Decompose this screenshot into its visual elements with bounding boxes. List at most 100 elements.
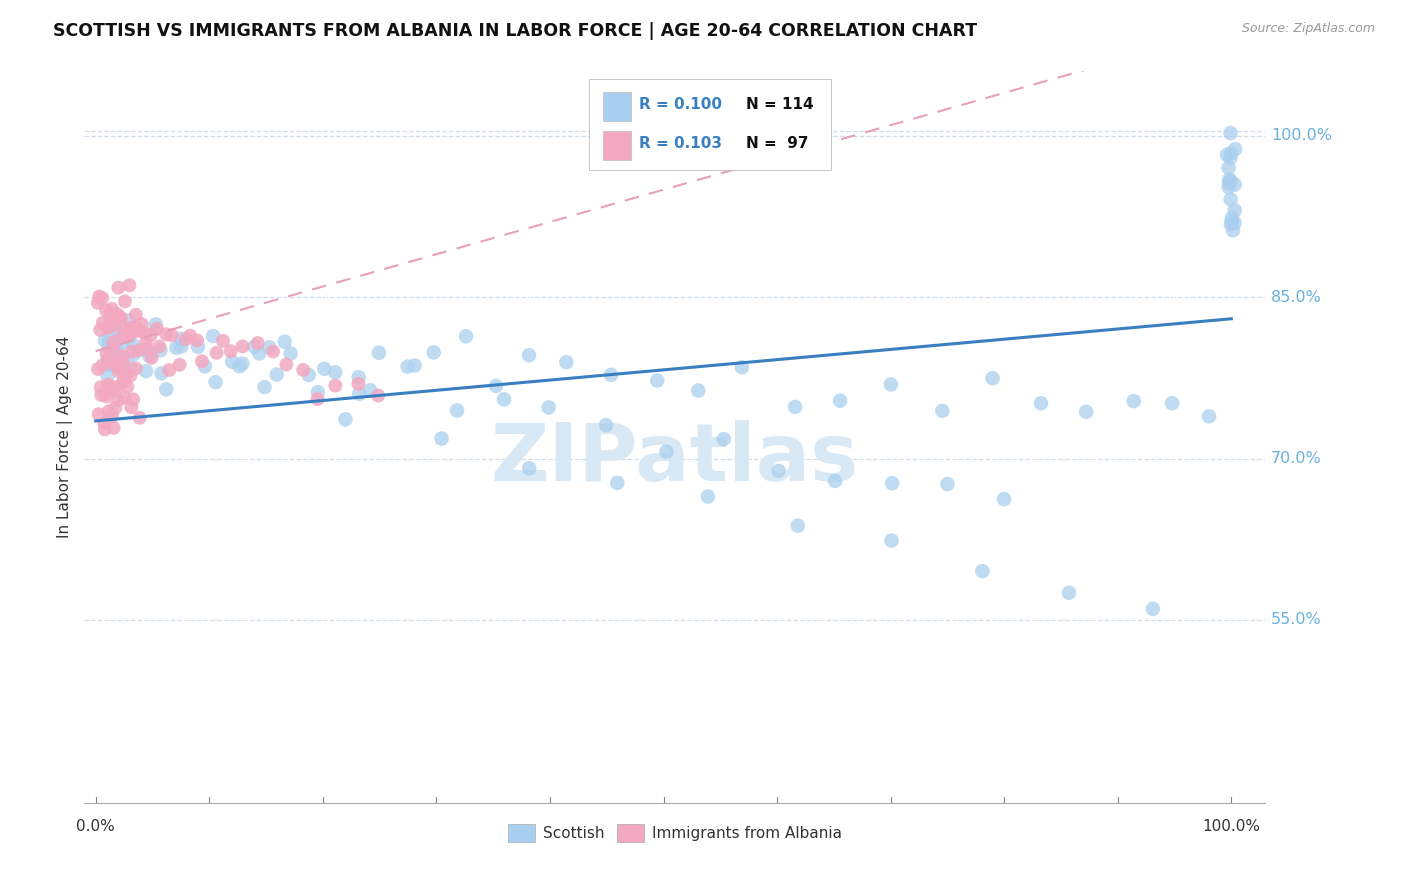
Text: 0.0%: 0.0% — [76, 819, 115, 834]
Text: 85.0%: 85.0% — [1271, 290, 1322, 305]
Text: Source: ZipAtlas.com: Source: ZipAtlas.com — [1241, 22, 1375, 36]
Point — [655, 444, 678, 458]
Point — [212, 334, 235, 348]
Point — [111, 328, 134, 343]
Point — [124, 322, 146, 336]
Point — [485, 379, 508, 393]
Point — [280, 346, 302, 360]
Point — [1223, 203, 1246, 218]
Point — [96, 346, 118, 360]
Point — [1218, 161, 1240, 175]
Point — [247, 346, 270, 360]
Point — [115, 367, 138, 381]
Point — [107, 280, 129, 294]
Point — [94, 333, 117, 347]
Point — [186, 334, 208, 348]
Point — [931, 404, 953, 418]
Point — [274, 334, 297, 349]
Point — [786, 518, 808, 533]
Point — [335, 412, 357, 426]
Point — [117, 313, 139, 327]
Point — [157, 363, 180, 377]
Point — [367, 388, 389, 402]
Point — [97, 404, 120, 418]
Point — [98, 352, 121, 367]
Point — [101, 409, 124, 423]
Point — [645, 374, 668, 388]
Point — [993, 491, 1015, 506]
Point — [105, 323, 128, 337]
Point — [1219, 174, 1241, 188]
Point — [103, 334, 125, 349]
Point — [537, 401, 560, 415]
Point — [104, 343, 127, 357]
Point — [87, 362, 110, 376]
Point — [517, 461, 540, 475]
Point — [93, 416, 115, 430]
Point — [115, 329, 138, 343]
Text: 100.0%: 100.0% — [1202, 819, 1260, 834]
Point — [97, 378, 120, 392]
Point — [446, 403, 468, 417]
Point — [100, 313, 122, 327]
Point — [122, 392, 145, 407]
Point — [112, 373, 135, 387]
Point — [1057, 586, 1080, 600]
Point — [396, 359, 419, 374]
Text: R = 0.100: R = 0.100 — [640, 96, 723, 112]
Point — [111, 335, 134, 350]
Point — [98, 307, 121, 321]
Point — [122, 347, 145, 361]
Text: 100.0%: 100.0% — [1271, 128, 1331, 144]
Text: 70.0%: 70.0% — [1271, 451, 1322, 467]
Point — [314, 361, 336, 376]
Point — [170, 339, 193, 353]
Point — [170, 332, 193, 346]
FancyBboxPatch shape — [603, 92, 631, 121]
Point — [1219, 126, 1241, 140]
Point — [128, 410, 150, 425]
Point — [166, 341, 188, 355]
Point — [96, 369, 118, 384]
Point — [103, 421, 125, 435]
Point — [103, 341, 125, 355]
Point — [135, 326, 157, 341]
Point — [205, 346, 228, 360]
Text: R = 0.103: R = 0.103 — [640, 136, 723, 151]
Point — [108, 310, 131, 325]
Point — [105, 360, 128, 375]
Point — [104, 354, 127, 368]
Point — [1218, 180, 1240, 194]
Point — [187, 340, 209, 354]
Point — [148, 339, 170, 353]
Point — [145, 318, 167, 332]
Point — [1219, 217, 1241, 231]
Point — [194, 359, 217, 374]
Point — [880, 377, 903, 392]
Point — [105, 307, 128, 321]
Text: N = 114: N = 114 — [745, 96, 813, 112]
Text: SCOTTISH VS IMMIGRANTS FROM ALBANIA IN LABOR FORCE | AGE 20-64 CORRELATION CHART: SCOTTISH VS IMMIGRANTS FROM ALBANIA IN L… — [53, 22, 977, 40]
Point — [91, 291, 114, 305]
Point — [231, 357, 253, 371]
Point — [1223, 216, 1246, 230]
Point — [936, 477, 959, 491]
Point — [121, 344, 143, 359]
Point — [89, 323, 111, 337]
Point — [1220, 211, 1243, 225]
Point — [824, 474, 846, 488]
Point — [111, 318, 134, 333]
Point — [103, 380, 125, 394]
Point — [367, 345, 389, 359]
Point — [120, 368, 142, 383]
Point — [104, 384, 127, 398]
Point — [94, 422, 117, 436]
Point — [136, 342, 159, 356]
Point — [828, 393, 851, 408]
Point — [90, 388, 112, 402]
Point — [202, 329, 225, 343]
Point — [90, 380, 112, 394]
Text: 55.0%: 55.0% — [1271, 613, 1322, 627]
Point — [243, 340, 266, 354]
Point — [981, 371, 1004, 385]
